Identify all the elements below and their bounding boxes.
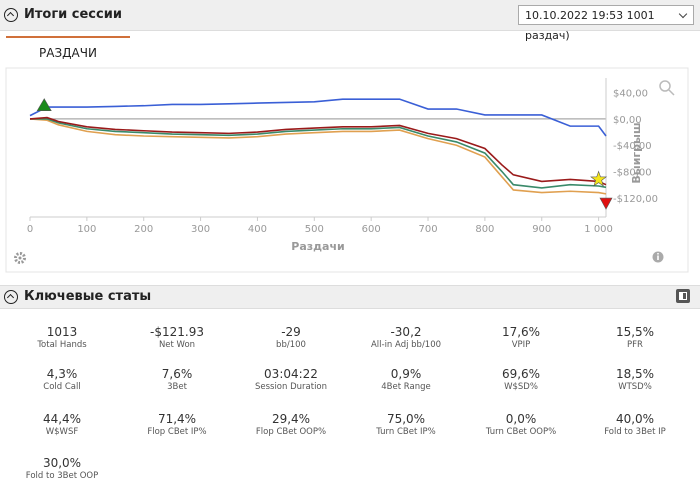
x-axis-title: Раздачи [291, 240, 344, 253]
stat-value: 0,0% [505, 412, 537, 426]
collapse-icon[interactable] [4, 290, 18, 304]
stat-label: WTSD% [618, 382, 652, 392]
stat: 44,4% W$WSF [5, 412, 119, 437]
chart-frame [5, 67, 689, 273]
stat-value: 1013 [46, 325, 78, 339]
stat-value: 75,0% [386, 412, 426, 426]
stat-label: Session Duration [254, 382, 328, 392]
stat-value: 15,5% [615, 325, 655, 339]
stat: 0,9% 4Bet Range [349, 367, 463, 392]
stat-label: PFR [627, 340, 643, 350]
stat: 7,6% 3Bet [120, 367, 234, 392]
stat-value: 71,4% [157, 412, 197, 426]
stat-label: Cold Call [43, 382, 81, 392]
stat-label: 4Bet Range [381, 382, 431, 392]
stat-value: -29 [281, 325, 301, 339]
zoom-icon[interactable] [659, 80, 675, 96]
x-tick-label: 1 000 [584, 224, 613, 235]
x-tick-label: 0 [27, 224, 33, 235]
marker [36, 98, 52, 112]
stat: 29,4% Flop CBet OOP% [234, 412, 348, 437]
stat-label: W$SD% [504, 382, 538, 392]
series-line [29, 116, 607, 186]
stat: -29 bb/100 [234, 325, 348, 350]
y-tick-label: -$80,00 [613, 168, 652, 179]
section-title: Итоги сессии [24, 7, 122, 22]
x-tick-label: 100 [77, 224, 96, 235]
stat: 03:04:22 Session Duration [234, 367, 348, 392]
x-tick-label: 600 [362, 224, 381, 235]
stat-value: -$121.93 [150, 325, 204, 339]
stat-label: Turn CBet OOP% [485, 427, 557, 437]
stat-value: 4,3% [46, 367, 78, 381]
stat: 17,6% VPIP [464, 325, 578, 350]
stat-label: Fold to 3Bet IP [604, 427, 666, 437]
y-tick-label: -$120,00 [613, 194, 658, 205]
y-axis-title: Выигрыш [630, 122, 643, 183]
stat-label: Flop CBet IP% [147, 427, 207, 437]
stats-header: Ключевые статы [0, 285, 700, 309]
stat-value: -30,2 [390, 325, 422, 339]
series-line [29, 118, 607, 195]
x-tick-label: 200 [134, 224, 153, 235]
marker [590, 170, 608, 187]
stat-value: 30,0% [42, 456, 82, 470]
x-tick-label: 300 [191, 224, 210, 235]
session-header: Итоги сессии 10.10.2022 19:53 1001 разда… [0, 0, 700, 42]
stat: 18,5% WTSD% [578, 367, 692, 392]
collapse-icon[interactable] [4, 8, 18, 22]
stat-label: Total Hands [37, 340, 87, 350]
stat-value: 44,4% [42, 412, 82, 426]
x-tick-label: 500 [305, 224, 324, 235]
stat-label: Turn CBet IP% [376, 427, 436, 437]
stat-label: VPIP [511, 340, 531, 350]
stat-label: All-in Adj bb/100 [370, 340, 442, 350]
stat-label: W$WSF [45, 427, 79, 437]
stat-value: 69,6% [501, 367, 541, 381]
y-tick-label: $40,00 [613, 89, 648, 100]
marker [599, 197, 613, 210]
x-tick-label: 700 [418, 224, 437, 235]
stat-value: 03:04:22 [264, 367, 318, 381]
stat-label: 3Bet [167, 382, 187, 392]
x-tick-label: 900 [532, 224, 551, 235]
tab[interactable]: РАЗДАЧИ [6, 36, 130, 68]
layout-button[interactable] [676, 289, 690, 303]
stat: 0,0% Turn CBet OOP% [464, 412, 578, 437]
section-title: Ключевые статы [24, 289, 152, 304]
settings-icon[interactable] [14, 252, 26, 264]
stat-value: 7,6% [161, 367, 193, 381]
info-icon[interactable] [652, 251, 664, 263]
stat-label: Net Won [158, 340, 196, 350]
x-tick-label: 800 [475, 224, 494, 235]
stat-value: 18,5% [615, 367, 655, 381]
series-line [29, 98, 607, 137]
stat-value: 40,0% [615, 412, 655, 426]
stat: 40,0% Fold to 3Bet IP [578, 412, 692, 437]
session-dropdown[interactable]: 10.10.2022 19:53 1001 раздач) [518, 5, 694, 42]
stat: 69,6% W$SD% [464, 367, 578, 392]
x-tick-label: 400 [248, 224, 267, 235]
y-tick-label: $0,00 [613, 115, 642, 126]
stat: 30,0% Fold to 3Bet OOP [5, 456, 119, 481]
y-tick-label: -$40,00 [613, 141, 652, 152]
stat: -30,2 All-in Adj bb/100 [349, 325, 463, 350]
chart: Раздачи Выигрыш $40,00 $0,00 -$40,00 -$80,0… [5, 67, 689, 273]
stat-label: bb/100 [276, 340, 306, 350]
stat: 71,4% Flop CBet IP% [120, 412, 234, 437]
stat-label: Fold to 3Bet OOP [25, 471, 99, 481]
series-line [30, 118, 607, 189]
stat-label: Flop CBet OOP% [255, 427, 327, 437]
stat: -$121.93 Net Won [120, 325, 234, 350]
stat-value: 17,6% [501, 325, 541, 339]
stat: 75,0% Turn CBet IP% [349, 412, 463, 437]
stat-value: 0,9% [390, 367, 422, 381]
stat-value: 29,4% [271, 412, 311, 426]
stat: 1013 Total Hands [5, 325, 119, 350]
stat: 4,3% Cold Call [5, 367, 119, 392]
stat: 15,5% PFR [578, 325, 692, 350]
